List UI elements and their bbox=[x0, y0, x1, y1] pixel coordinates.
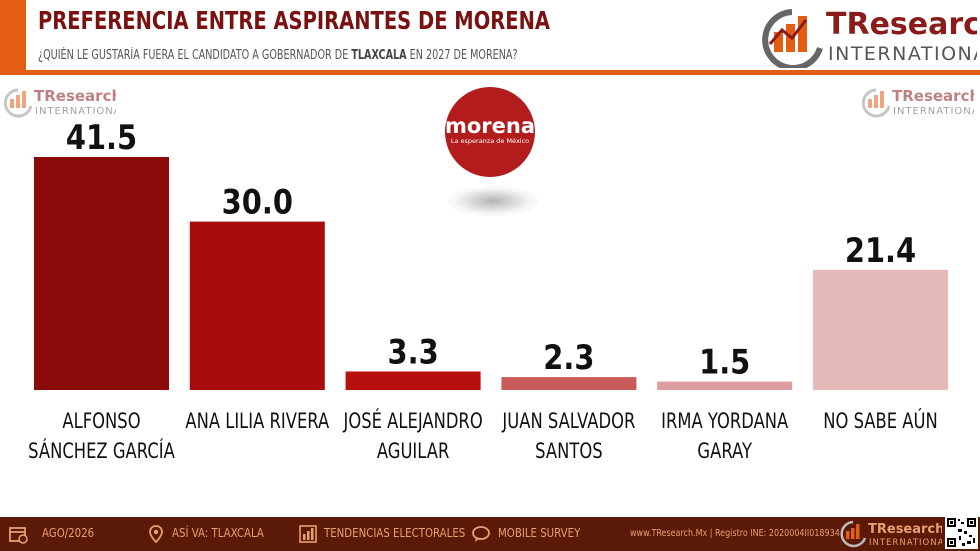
header: PREFERENCIA ENTRE ASPIRANTES DE MORENA ¿… bbox=[0, 0, 980, 75]
category-label-5-line-0: NO SABE AÚN bbox=[823, 407, 937, 434]
footer-date: AGO/2026 bbox=[42, 526, 95, 540]
bar-5 bbox=[813, 269, 948, 390]
value-label-0: 41.5 bbox=[66, 119, 137, 158]
bar-chart: 41.5 ALFONSO SÁNCHEZ GARCÍA 30.0 ANA LILIA R… bbox=[28, 119, 948, 464]
bar-3 bbox=[501, 377, 637, 390]
category-label-2-line-0: JOSÉ ALEJANDRO bbox=[343, 408, 483, 434]
footer-brand-sub: INTERNATIONAL bbox=[869, 538, 942, 548]
category-label-4-line-0: IRMA YORDANA bbox=[661, 410, 788, 433]
page-subtitle: ¿QUIÉN LE GUSTARÍA FUERA EL CANDIDATO A … bbox=[38, 48, 518, 63]
page-title: PREFERENCIA ENTRE ASPIRANTES DE MORENA bbox=[38, 6, 551, 35]
category-label-1-line-0: ANA LILIA RIVERA bbox=[185, 410, 329, 433]
chat-icon bbox=[472, 526, 490, 542]
category-label-0-line-0: ALFONSO bbox=[62, 410, 140, 433]
category-label-2-line-1: AGUILAR bbox=[377, 440, 450, 463]
watermark-right-sub: INTERNATIONAL bbox=[893, 106, 974, 117]
watermark-logo-right: TResearch INTERNATIONAL bbox=[862, 87, 974, 118]
subtitle-post: EN 2027 DE MORENA? bbox=[406, 48, 518, 63]
subtitle-state: TLAXCALA bbox=[351, 48, 407, 63]
party-logo-name: morena bbox=[445, 114, 535, 138]
brand-sub: INTERNATIONAL bbox=[828, 43, 977, 65]
subtitle-pre: ¿QUIÉN LE GUSTARÍA FUERA EL CANDIDATO A … bbox=[38, 48, 352, 63]
header-accent-bar bbox=[0, 0, 26, 72]
bar-2 bbox=[345, 371, 481, 390]
bar-4 bbox=[657, 381, 793, 390]
chart-icon bbox=[299, 525, 317, 543]
category-label-3-line-0: JUAN SALVADOR bbox=[502, 410, 636, 433]
footer-website: www.TResearch.Mx | Registro INE: 2020004… bbox=[630, 528, 840, 539]
party-logo-tagline: La esperanza de México bbox=[451, 137, 529, 145]
bar-1 bbox=[189, 221, 325, 390]
brand-word: TResearch bbox=[826, 7, 977, 42]
value-label-4: 1.5 bbox=[699, 343, 750, 382]
footer-location: ASÍ VA: TLAXCALA bbox=[172, 526, 264, 540]
footer-brand-word: TResearch bbox=[868, 522, 942, 537]
map-pin-icon bbox=[149, 525, 163, 544]
bar-0 bbox=[34, 157, 169, 390]
category-label-4-line-1: GARAY bbox=[697, 440, 752, 463]
header-divider bbox=[0, 70, 980, 75]
value-label-2: 3.3 bbox=[388, 333, 439, 372]
footer-brand-logo: TResearch INTERNATIONAL bbox=[840, 520, 942, 548]
footer-trends: TENDENCIAS ELECTORALES bbox=[324, 526, 466, 540]
party-logo-morena: morena La esperanza de México bbox=[445, 87, 535, 177]
value-label-3: 2.3 bbox=[543, 339, 594, 378]
footer: AGO/2026 ASÍ VA: TLAXCALA TENDENCIAS ELE… bbox=[0, 517, 980, 551]
watermark-right-word: TResearch bbox=[892, 87, 974, 105]
watermark-logo-left: TResearch INTERNATIONAL bbox=[4, 87, 116, 118]
watermark-left-sub: INTERNATIONAL bbox=[35, 106, 116, 117]
qr-code bbox=[945, 516, 978, 549]
value-label-5: 21.4 bbox=[845, 232, 916, 271]
value-label-1: 30.0 bbox=[222, 183, 293, 222]
tresearch-logo: TResearch INTERNATIONAL bbox=[762, 7, 977, 68]
party-logo-shadow bbox=[448, 186, 538, 216]
watermark-left-word: TResearch bbox=[34, 87, 116, 105]
calendar-icon bbox=[9, 527, 28, 544]
footer-method: MOBILE SURVEY bbox=[498, 526, 581, 540]
category-label-3-line-1: SANTOS bbox=[535, 440, 602, 463]
category-label-0-line-1: SÁNCHEZ GARCÍA bbox=[28, 438, 175, 464]
